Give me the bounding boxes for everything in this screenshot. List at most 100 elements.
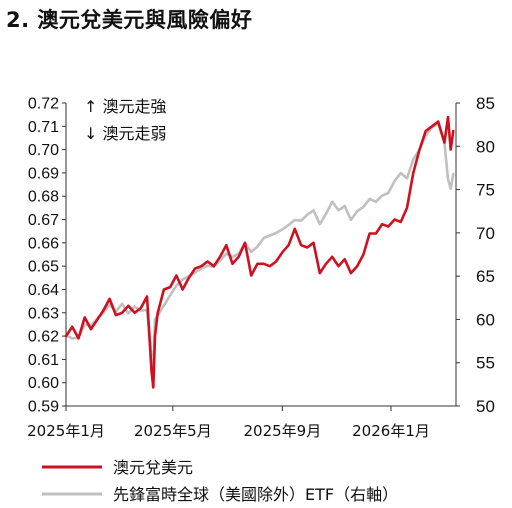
etf-line-point <box>337 209 340 211</box>
audusd-line-point <box>281 251 283 253</box>
etf-line-point <box>200 267 202 269</box>
audusd-line-point <box>337 265 340 267</box>
x-axis-tick-label: 2026年1月 <box>352 422 430 440</box>
etf-line-point <box>140 310 142 312</box>
etf-line-point <box>71 337 73 340</box>
audusd-line-point <box>306 246 308 249</box>
etf-line-point <box>387 192 389 194</box>
audusd-line-point <box>96 319 98 321</box>
right-axis-tick-label: 85 <box>476 94 495 113</box>
audusd-line-point <box>169 286 171 288</box>
audusd-line-point <box>152 386 154 388</box>
audusd-line-point <box>71 326 73 328</box>
audusd-line-point <box>375 232 377 235</box>
etf-line-point <box>109 304 111 306</box>
etf-line-point <box>275 232 277 234</box>
right-axis-tick-label: 55 <box>476 354 495 373</box>
etf-line-point <box>331 201 333 203</box>
left-axis-tick-label: 0.62 <box>28 329 59 346</box>
etf-line-point <box>400 172 402 174</box>
etf-line-point <box>231 256 234 258</box>
audusd-line-point <box>447 116 449 118</box>
etf-line-point <box>182 279 184 281</box>
audusd-line-point <box>288 244 290 246</box>
audusd-line-point <box>244 242 246 244</box>
etf-line-point <box>452 173 454 175</box>
etf-line-point <box>194 272 196 274</box>
audusd-line-point <box>452 130 454 132</box>
etf-line-point <box>84 324 86 326</box>
right-axis-tick-label: 50 <box>476 397 495 416</box>
right-axis-tick-label: 65 <box>476 267 495 286</box>
etf-line-point <box>325 213 327 215</box>
audusd-line-point <box>157 312 159 314</box>
etf-line-point <box>319 223 321 225</box>
etf-line-point <box>225 253 227 255</box>
audusd-line-point <box>238 256 240 258</box>
left-axis-tick-label: 0.63 <box>28 305 59 322</box>
left-axis-tick-label: 0.67 <box>28 212 59 229</box>
audusd-line-point <box>344 258 346 260</box>
left-axis-tick-label: 0.60 <box>28 375 59 392</box>
audusd-line-point <box>394 218 396 221</box>
audusd-line-point <box>381 223 383 225</box>
etf-line-point <box>269 234 271 237</box>
right-axis-tick-label: 60 <box>476 310 495 329</box>
left-axis-tick-label: 0.68 <box>28 189 59 206</box>
audusd-line-point <box>331 256 333 258</box>
audusd-line-point <box>269 265 271 267</box>
audusd-line-point <box>256 263 258 265</box>
etf-line-point <box>121 303 123 305</box>
etf-line-point <box>263 237 265 239</box>
legend: 澳元兌美元 先鋒富時全球（美國除外）ETF（右軸） <box>42 458 398 504</box>
etf-line-point <box>300 220 302 222</box>
legend-label-audusd: 澳元兌美元 <box>113 458 193 477</box>
axes-group: 0.59 0.60 0.61 0.62 0.63 0.64 0.65 0.66 0.67 0.68… <box>27 94 495 440</box>
audusd-line-point <box>275 260 277 263</box>
right-axis-tick-label: 80 <box>476 137 495 156</box>
audusd-line-point <box>412 172 414 174</box>
audusd-line-point <box>300 244 302 246</box>
audusd-line-point <box>175 274 177 277</box>
etf-line-point <box>447 178 449 180</box>
audusd-line-point <box>65 335 67 337</box>
left-axis-tick-label: 0.66 <box>28 235 59 252</box>
audusd-line-point <box>437 121 439 123</box>
etf-line-point <box>256 246 258 248</box>
audusd-line <box>64 115 455 389</box>
etf-line-point <box>294 219 296 221</box>
left-axis-tick-label: 0.61 <box>28 352 59 369</box>
etf-line-point <box>175 285 177 287</box>
audusd-line-point <box>109 298 111 300</box>
etf-line-point <box>350 219 352 221</box>
etf-line-point <box>369 198 371 200</box>
audusd-line-point <box>387 225 389 228</box>
audusd-line-point <box>213 265 215 267</box>
left-axis-tick-label: 0.71 <box>28 119 59 136</box>
audusd-line-point <box>134 312 136 314</box>
etf-line-point <box>250 251 252 253</box>
etf-line-point <box>450 188 452 190</box>
audusd-line-point <box>84 316 86 318</box>
etf-line-point <box>219 260 221 262</box>
annotation-aud-weaker: ↓ 澳元走弱 <box>84 124 167 143</box>
audusd-line-point <box>127 305 129 307</box>
audusd-line-point <box>207 260 209 263</box>
audusd-line-point <box>418 149 421 151</box>
audusd-line-point <box>362 253 364 256</box>
audusd-line-point <box>250 274 252 277</box>
etf-line-point <box>288 224 290 226</box>
etf-line-point <box>375 201 377 203</box>
etf-line-point <box>281 228 283 230</box>
audusd-line-point <box>188 277 190 279</box>
series-audusd <box>64 115 455 389</box>
audusd-line-point <box>231 263 234 265</box>
audusd-line-point <box>263 263 265 265</box>
audusd-line-point <box>194 267 196 270</box>
audusd-line-point <box>225 244 227 246</box>
audusd-line-point <box>219 256 221 258</box>
left-axis-tick-label: 0.64 <box>28 282 59 299</box>
series-etf <box>64 122 455 373</box>
right-axis-tick-label: 70 <box>476 224 495 243</box>
x-axis-tick-label: 2025年5月 <box>134 422 212 440</box>
